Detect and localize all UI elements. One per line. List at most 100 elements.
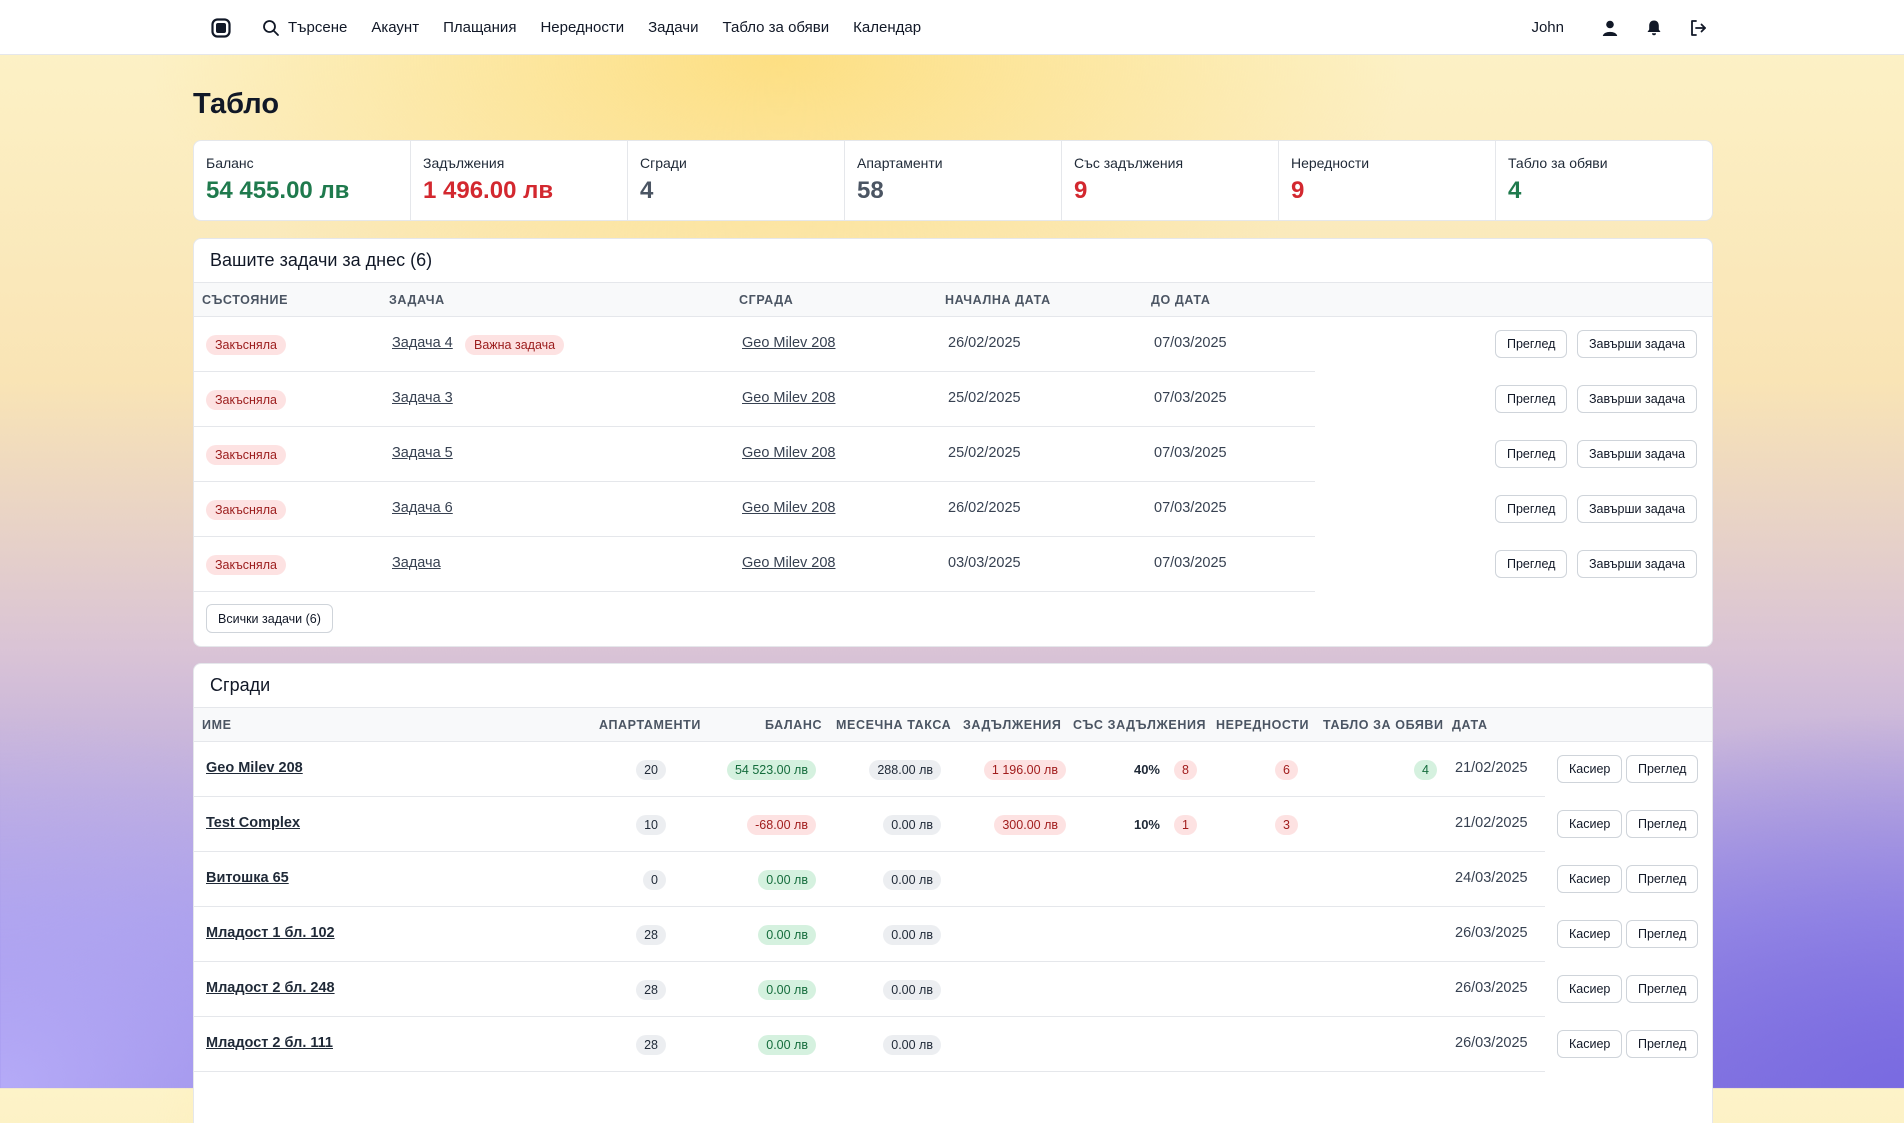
building-date: 21/02/2025 bbox=[1455, 760, 1528, 776]
building-with-debts-percent: 10% bbox=[1133, 817, 1160, 832]
task-complete-button[interactable]: Завърши задача bbox=[1577, 385, 1698, 413]
task-row: Закъсняла Задача 5 Geo Milev 208 25/02/2025… bbox=[194, 427, 1712, 482]
building-view-button[interactable]: Преглед bbox=[1626, 975, 1699, 1003]
task-important-badge: Важна задача bbox=[465, 335, 565, 355]
building-debts: 300.00 лв bbox=[994, 815, 1066, 835]
bell-icon[interactable] bbox=[1644, 18, 1664, 38]
nav-tasks[interactable]: Задачи bbox=[648, 19, 699, 36]
nav-irregularities[interactable]: Нередности bbox=[540, 19, 625, 36]
user-name[interactable]: John bbox=[1531, 19, 1564, 36]
building-monthly-fee: 0.00 лв bbox=[883, 815, 941, 835]
task-row: Закъсняла Задача 4 Важна задача Geo Milev 2… bbox=[194, 317, 1712, 372]
task-start-date: 26/02/2025 bbox=[948, 500, 1021, 516]
page-title: Табло bbox=[193, 88, 280, 120]
building-view-button[interactable]: Преглед bbox=[1626, 810, 1699, 838]
task-link[interactable]: Задача 6 bbox=[392, 500, 453, 516]
task-view-button[interactable]: Преглед bbox=[1495, 385, 1568, 413]
building-name-link[interactable]: Test Complex bbox=[206, 815, 301, 831]
building-name-link[interactable]: Младост 1 бл. 102 bbox=[206, 925, 335, 941]
task-link[interactable]: Задача 4 bbox=[392, 335, 453, 351]
task-complete-button[interactable]: Завърши задача bbox=[1577, 495, 1698, 523]
task-complete-button[interactable]: Завърши задача bbox=[1577, 550, 1698, 578]
building-balance: 0.00 лв bbox=[758, 870, 816, 890]
task-link[interactable]: Задача 3 bbox=[392, 390, 453, 406]
building-name-link[interactable]: Младост 2 бл. 111 bbox=[206, 1035, 333, 1051]
header-date: ДАТА bbox=[1452, 718, 1488, 732]
building-name-link[interactable]: Младост 2 бл. 248 bbox=[206, 980, 335, 996]
tasks-table-header: СЪСТОЯНИЕ ЗАДАЧА СГРАДА НАЧАЛНА ДАТА ДО … bbox=[194, 283, 1712, 317]
app-logo-icon[interactable] bbox=[210, 17, 232, 39]
nav-links: Търсене Акаунт Плащания Нередности Задач… bbox=[262, 0, 945, 55]
task-complete-button[interactable]: Завърши задача bbox=[1577, 440, 1698, 468]
building-monthly-fee: 288.00 лв bbox=[869, 760, 941, 780]
task-view-button[interactable]: Преглед bbox=[1495, 550, 1568, 578]
stat-balance: Баланс 54 455.00 лв bbox=[194, 141, 411, 220]
task-link[interactable]: Задача bbox=[392, 555, 441, 571]
tasks-card: Вашите задачи за днес (6) СЪСТОЯНИЕ ЗАДА… bbox=[193, 238, 1713, 647]
nav-calendar[interactable]: Календар bbox=[853, 19, 922, 36]
stat-label: Баланс bbox=[206, 155, 254, 171]
nav-user-area: John bbox=[1531, 0, 1708, 55]
building-row: Младост 2 бл. 248 28 0.00 лв 0.00 лв 26/03/2… bbox=[194, 962, 1712, 1017]
task-view-button[interactable]: Преглед bbox=[1495, 440, 1568, 468]
task-link[interactable]: Задача 5 bbox=[392, 445, 453, 461]
stat-value: 9 bbox=[1291, 177, 1305, 204]
task-due-date: 07/03/2025 bbox=[1154, 390, 1227, 406]
building-name-link[interactable]: Geo Milev 208 bbox=[206, 760, 303, 776]
building-balance: 54 523.00 лв bbox=[726, 760, 816, 780]
task-building-link[interactable]: Geo Milev 208 bbox=[742, 555, 836, 571]
row-divider bbox=[194, 851, 1545, 852]
building-with-debts-count: 8 bbox=[1174, 760, 1197, 780]
task-building-link[interactable]: Geo Milev 208 bbox=[742, 390, 836, 406]
user-icon[interactable] bbox=[1600, 18, 1620, 38]
tasks-table-body: Закъсняла Задача 4 Важна задача Geo Milev 2… bbox=[194, 317, 1712, 592]
header-debts: ЗАДЪЛЖЕНИЯ bbox=[963, 718, 1062, 732]
header-apartments: АПАРТАМЕНТИ bbox=[599, 718, 701, 732]
building-apartments-count: 28 bbox=[636, 925, 666, 945]
nav-search-label: Търсене bbox=[288, 19, 348, 36]
building-board-count: 4 bbox=[1414, 760, 1437, 780]
stat-value: 9 bbox=[1074, 177, 1088, 204]
nav-search[interactable]: Търсене bbox=[262, 19, 347, 37]
task-row: Закъсняла Задача 3 Geo Milev 208 25/02/2025… bbox=[194, 372, 1712, 427]
building-balance: 0.00 лв bbox=[758, 925, 816, 945]
nav-board[interactable]: Табло за обяви bbox=[722, 19, 830, 36]
task-view-button[interactable]: Преглед bbox=[1495, 495, 1568, 523]
stat-board: Табло за обяви 4 bbox=[1496, 141, 1712, 220]
buildings-card: Сгради ИМЕ АПАРТАМЕНТИ БАЛАНС МЕСЕЧНА ТА… bbox=[193, 663, 1713, 1123]
building-view-button[interactable]: Преглед bbox=[1626, 755, 1699, 783]
all-tasks-button[interactable]: Всички задачи (6) bbox=[206, 604, 333, 633]
stat-irregularities: Нередности 9 bbox=[1279, 141, 1496, 220]
task-due-date: 07/03/2025 bbox=[1154, 555, 1227, 571]
building-cashier-button[interactable]: Касиер bbox=[1557, 1030, 1623, 1058]
building-monthly-fee: 0.00 лв bbox=[883, 980, 941, 1000]
stats-panel: Баланс 54 455.00 лв Задължения 1 496.00 … bbox=[193, 140, 1713, 221]
task-complete-button[interactable]: Завърши задача bbox=[1577, 330, 1698, 358]
task-due-date: 07/03/2025 bbox=[1154, 445, 1227, 461]
header-task: ЗАДАЧА bbox=[389, 293, 445, 307]
task-building-link[interactable]: Geo Milev 208 bbox=[742, 500, 836, 516]
building-cashier-button[interactable]: Касиер bbox=[1557, 865, 1623, 893]
building-cashier-button[interactable]: Касиер bbox=[1557, 810, 1623, 838]
task-view-button[interactable]: Преглед bbox=[1495, 330, 1568, 358]
stat-value: 4 bbox=[640, 177, 654, 204]
task-start-date: 03/03/2025 bbox=[948, 555, 1021, 571]
building-row: Младост 1 бл. 102 28 0.00 лв 0.00 лв 26/03/2… bbox=[194, 907, 1712, 962]
building-cashier-button[interactable]: Касиер bbox=[1557, 755, 1623, 783]
logout-icon[interactable] bbox=[1688, 18, 1708, 38]
stat-value: 1 496.00 лв bbox=[423, 177, 554, 204]
building-view-button[interactable]: Преглед bbox=[1626, 920, 1699, 948]
building-row: Geo Milev 208 20 54 523.00 лв 288.00 лв 1 19… bbox=[194, 742, 1712, 797]
building-cashier-button[interactable]: Касиер bbox=[1557, 920, 1623, 948]
task-building-link[interactable]: Geo Milev 208 bbox=[742, 445, 836, 461]
nav-account[interactable]: Акаунт bbox=[371, 19, 420, 36]
building-cashier-button[interactable]: Касиер bbox=[1557, 975, 1623, 1003]
stat-label: Нередности bbox=[1291, 155, 1370, 171]
building-name-link[interactable]: Витошка 65 bbox=[206, 870, 289, 886]
building-view-button[interactable]: Преглед bbox=[1626, 865, 1699, 893]
building-balance: 0.00 лв bbox=[758, 980, 816, 1000]
nav-payments[interactable]: Плащания bbox=[443, 19, 517, 36]
building-view-button[interactable]: Преглед bbox=[1626, 1030, 1699, 1058]
stat-label: Сгради bbox=[640, 155, 687, 171]
task-building-link[interactable]: Geo Milev 208 bbox=[742, 335, 836, 351]
